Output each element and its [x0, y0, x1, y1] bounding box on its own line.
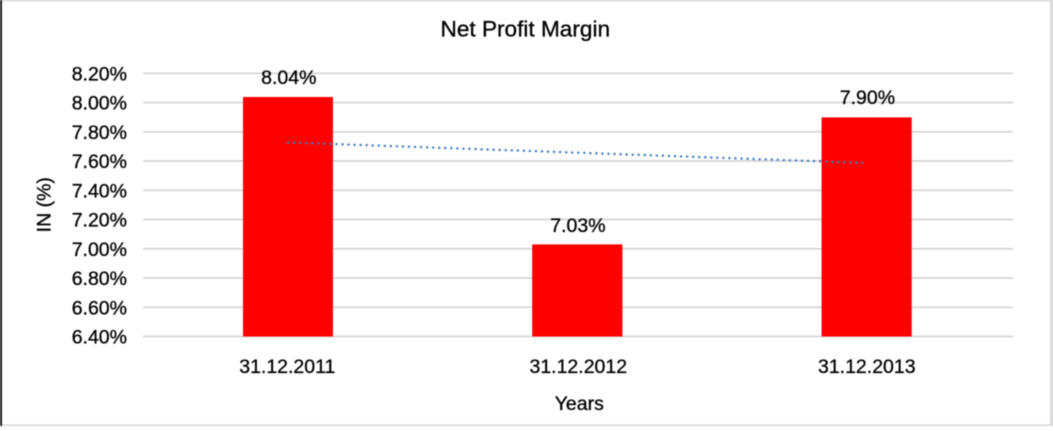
svg-text:8.00%: 8.00% — [72, 93, 127, 115]
svg-text:7.80%: 7.80% — [72, 122, 127, 144]
svg-text:Years: Years — [555, 393, 604, 415]
svg-text:8.20%: 8.20% — [72, 63, 127, 85]
svg-text:7.90%: 7.90% — [840, 87, 895, 109]
svg-text:7.60%: 7.60% — [72, 151, 127, 173]
svg-text:7.00%: 7.00% — [72, 239, 127, 261]
svg-text:6.60%: 6.60% — [72, 297, 127, 319]
svg-text:7.03%: 7.03% — [550, 215, 605, 237]
svg-text:6.80%: 6.80% — [72, 268, 127, 290]
svg-text:8.04%: 8.04% — [261, 67, 316, 89]
svg-text:Net Profit Margin: Net Profit Margin — [441, 17, 611, 42]
svg-text:31.12.2011: 31.12.2011 — [239, 356, 335, 378]
svg-text:31.12.2013: 31.12.2013 — [818, 356, 916, 378]
svg-text:31.12.2012: 31.12.2012 — [529, 356, 627, 378]
svg-text:7.20%: 7.20% — [72, 210, 127, 232]
svg-text:IN (%): IN (%) — [34, 177, 56, 232]
svg-text:6.40%: 6.40% — [72, 327, 127, 349]
svg-text:7.40%: 7.40% — [72, 180, 127, 202]
